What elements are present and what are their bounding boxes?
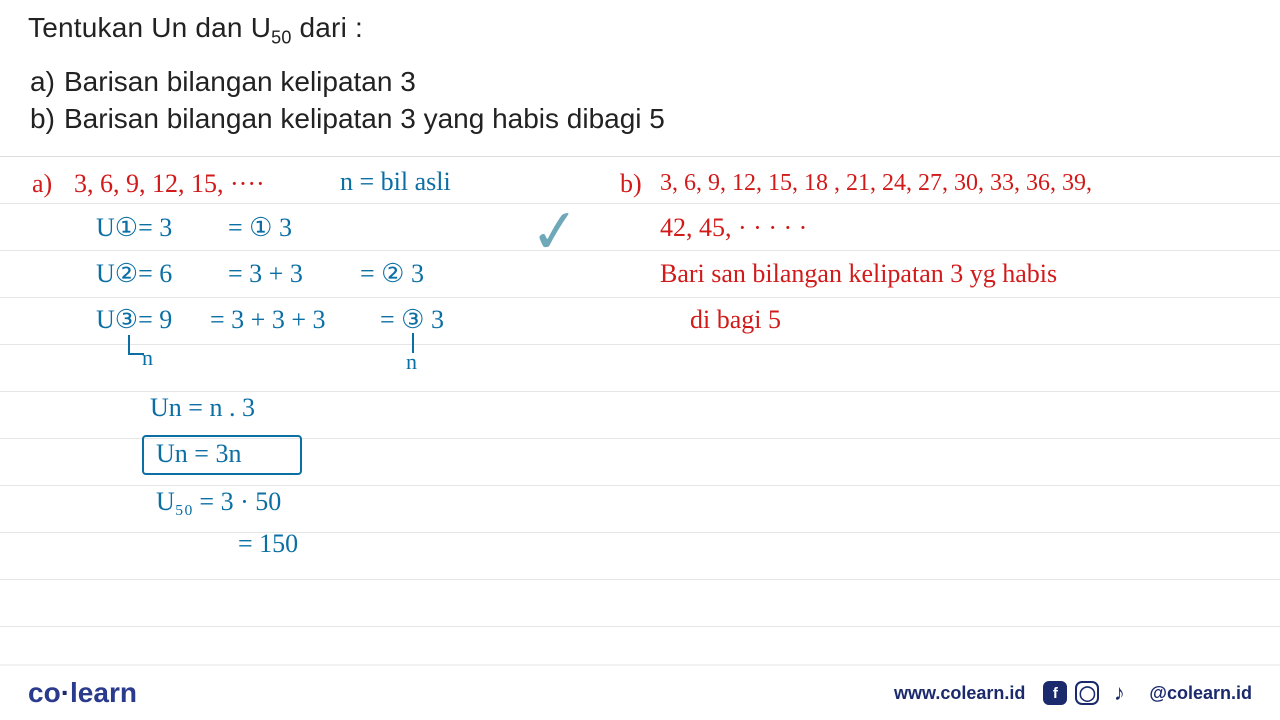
work-area: a) 3, 6, 9, 12, 15, ···· n = bil asli U①… (0, 157, 1280, 637)
footer: co·learn www.colearn.id f ◯ ♪ @colearn.i… (0, 664, 1280, 720)
hw-un2: Un = 3n (156, 441, 241, 467)
hw-a-seq: 3, 6, 9, 12, 15, ···· (74, 171, 265, 197)
hw-un1: Un = n . 3 (150, 395, 255, 421)
hw-b-line2: di bagi 5 (690, 307, 781, 333)
title-pre: Tentukan Un dan U (28, 12, 271, 43)
marker-b: b) (30, 100, 64, 138)
hw-a-label: a) (32, 171, 52, 197)
question-title: Tentukan Un dan U50 dari : (28, 12, 1252, 49)
hw-b-line1: Bari san bilangan kelipatan 3 yg habis (660, 261, 1057, 287)
text-b: Barisan bilangan kelipatan 3 yang habis … (64, 100, 665, 138)
hw-n-left: n (142, 347, 153, 369)
text-a: Barisan bilangan kelipatan 3 (64, 63, 416, 101)
hw-b-seq2: 42, 45, · · · · · (660, 215, 807, 241)
marker-a: a) (30, 63, 64, 101)
logo-co: co (28, 677, 61, 708)
hw-u1-r: = ① 3 (228, 215, 292, 241)
tiktok-icon: ♪ (1107, 681, 1131, 705)
title-post: dari : (292, 12, 363, 43)
hw-u2-l: U②= 6 (96, 261, 172, 287)
question-item-a: a) Barisan bilangan kelipatan 3 (30, 63, 1252, 101)
hw-u50a: U₅₀ = 3 · 50 (156, 489, 281, 515)
title-sub: 50 (271, 28, 291, 48)
question-block: Tentukan Un dan U50 dari : a) Barisan bi… (0, 0, 1280, 146)
hw-u2-m: = 3 + 3 (228, 261, 303, 287)
hw-u2-r: = ② 3 (360, 261, 424, 287)
logo-dot-icon: · (61, 677, 70, 708)
hw-u3-l: U③= 9 (96, 307, 172, 333)
hw-u3-m: = 3 + 3 + 3 (210, 307, 326, 333)
hw-u50b: = 150 (238, 531, 298, 557)
hw-a-nnote: n = bil asli (340, 169, 451, 195)
question-item-b: b) Barisan bilangan kelipatan 3 yang hab… (30, 100, 1252, 138)
question-list: a) Barisan bilangan kelipatan 3 b) Baris… (28, 63, 1252, 139)
hw-u1-l: U①= 3 (96, 215, 172, 241)
footer-url: www.colearn.id (894, 683, 1025, 704)
hw-b-label: b) (620, 171, 642, 197)
hw-n-right: n (406, 351, 417, 373)
logo: co·learn (28, 677, 137, 709)
checkmark-icon: ✓ (527, 195, 583, 269)
footer-handle: @colearn.id (1149, 683, 1252, 704)
footer-right: www.colearn.id f ◯ ♪ @colearn.id (894, 681, 1252, 705)
hw-u3-r: = ③ 3 (380, 307, 444, 333)
social-icons: f ◯ ♪ (1043, 681, 1131, 705)
facebook-icon: f (1043, 681, 1067, 705)
logo-learn: learn (70, 677, 137, 708)
hw-b-seq1: 3, 6, 9, 12, 15, 18 , 21, 24, 27, 30, 33… (660, 171, 1092, 195)
instagram-icon: ◯ (1075, 681, 1099, 705)
